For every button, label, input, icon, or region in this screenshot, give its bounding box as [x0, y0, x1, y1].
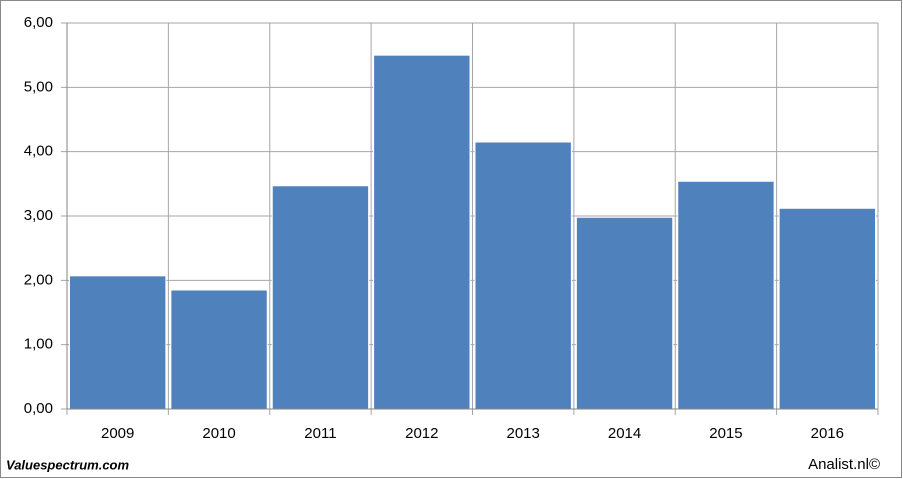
- bar: [69, 275, 167, 410]
- bar: [170, 289, 268, 410]
- x-tick-label: 2013: [507, 425, 540, 442]
- x-tick-label: 2016: [811, 425, 844, 442]
- y-tick-label: 2,00: [24, 271, 53, 288]
- x-tick-label: 2015: [709, 425, 742, 442]
- y-tick-label: 6,00: [24, 14, 53, 31]
- y-tick-label: 1,00: [24, 336, 53, 353]
- bar: [778, 207, 876, 410]
- y-tick-label: 3,00: [24, 207, 53, 224]
- y-tick-label: 0,00: [24, 400, 53, 417]
- bar: [373, 54, 471, 410]
- bar: [677, 180, 775, 410]
- bar: [575, 216, 674, 410]
- y-tick-label: 4,00: [24, 143, 53, 160]
- x-tick-label: 2011: [304, 425, 336, 442]
- x-tick-label: 2009: [101, 425, 134, 442]
- y-tick-label: 5,00: [24, 78, 53, 95]
- x-tick-label: 2010: [202, 425, 235, 442]
- bar: [474, 141, 572, 410]
- source: Valuespectrum.com: [6, 457, 130, 472]
- bar: [271, 185, 370, 410]
- x-tick-label: 2012: [405, 425, 438, 442]
- credit: Analist.nl©: [808, 456, 880, 473]
- x-tick-label: 2014: [608, 425, 641, 442]
